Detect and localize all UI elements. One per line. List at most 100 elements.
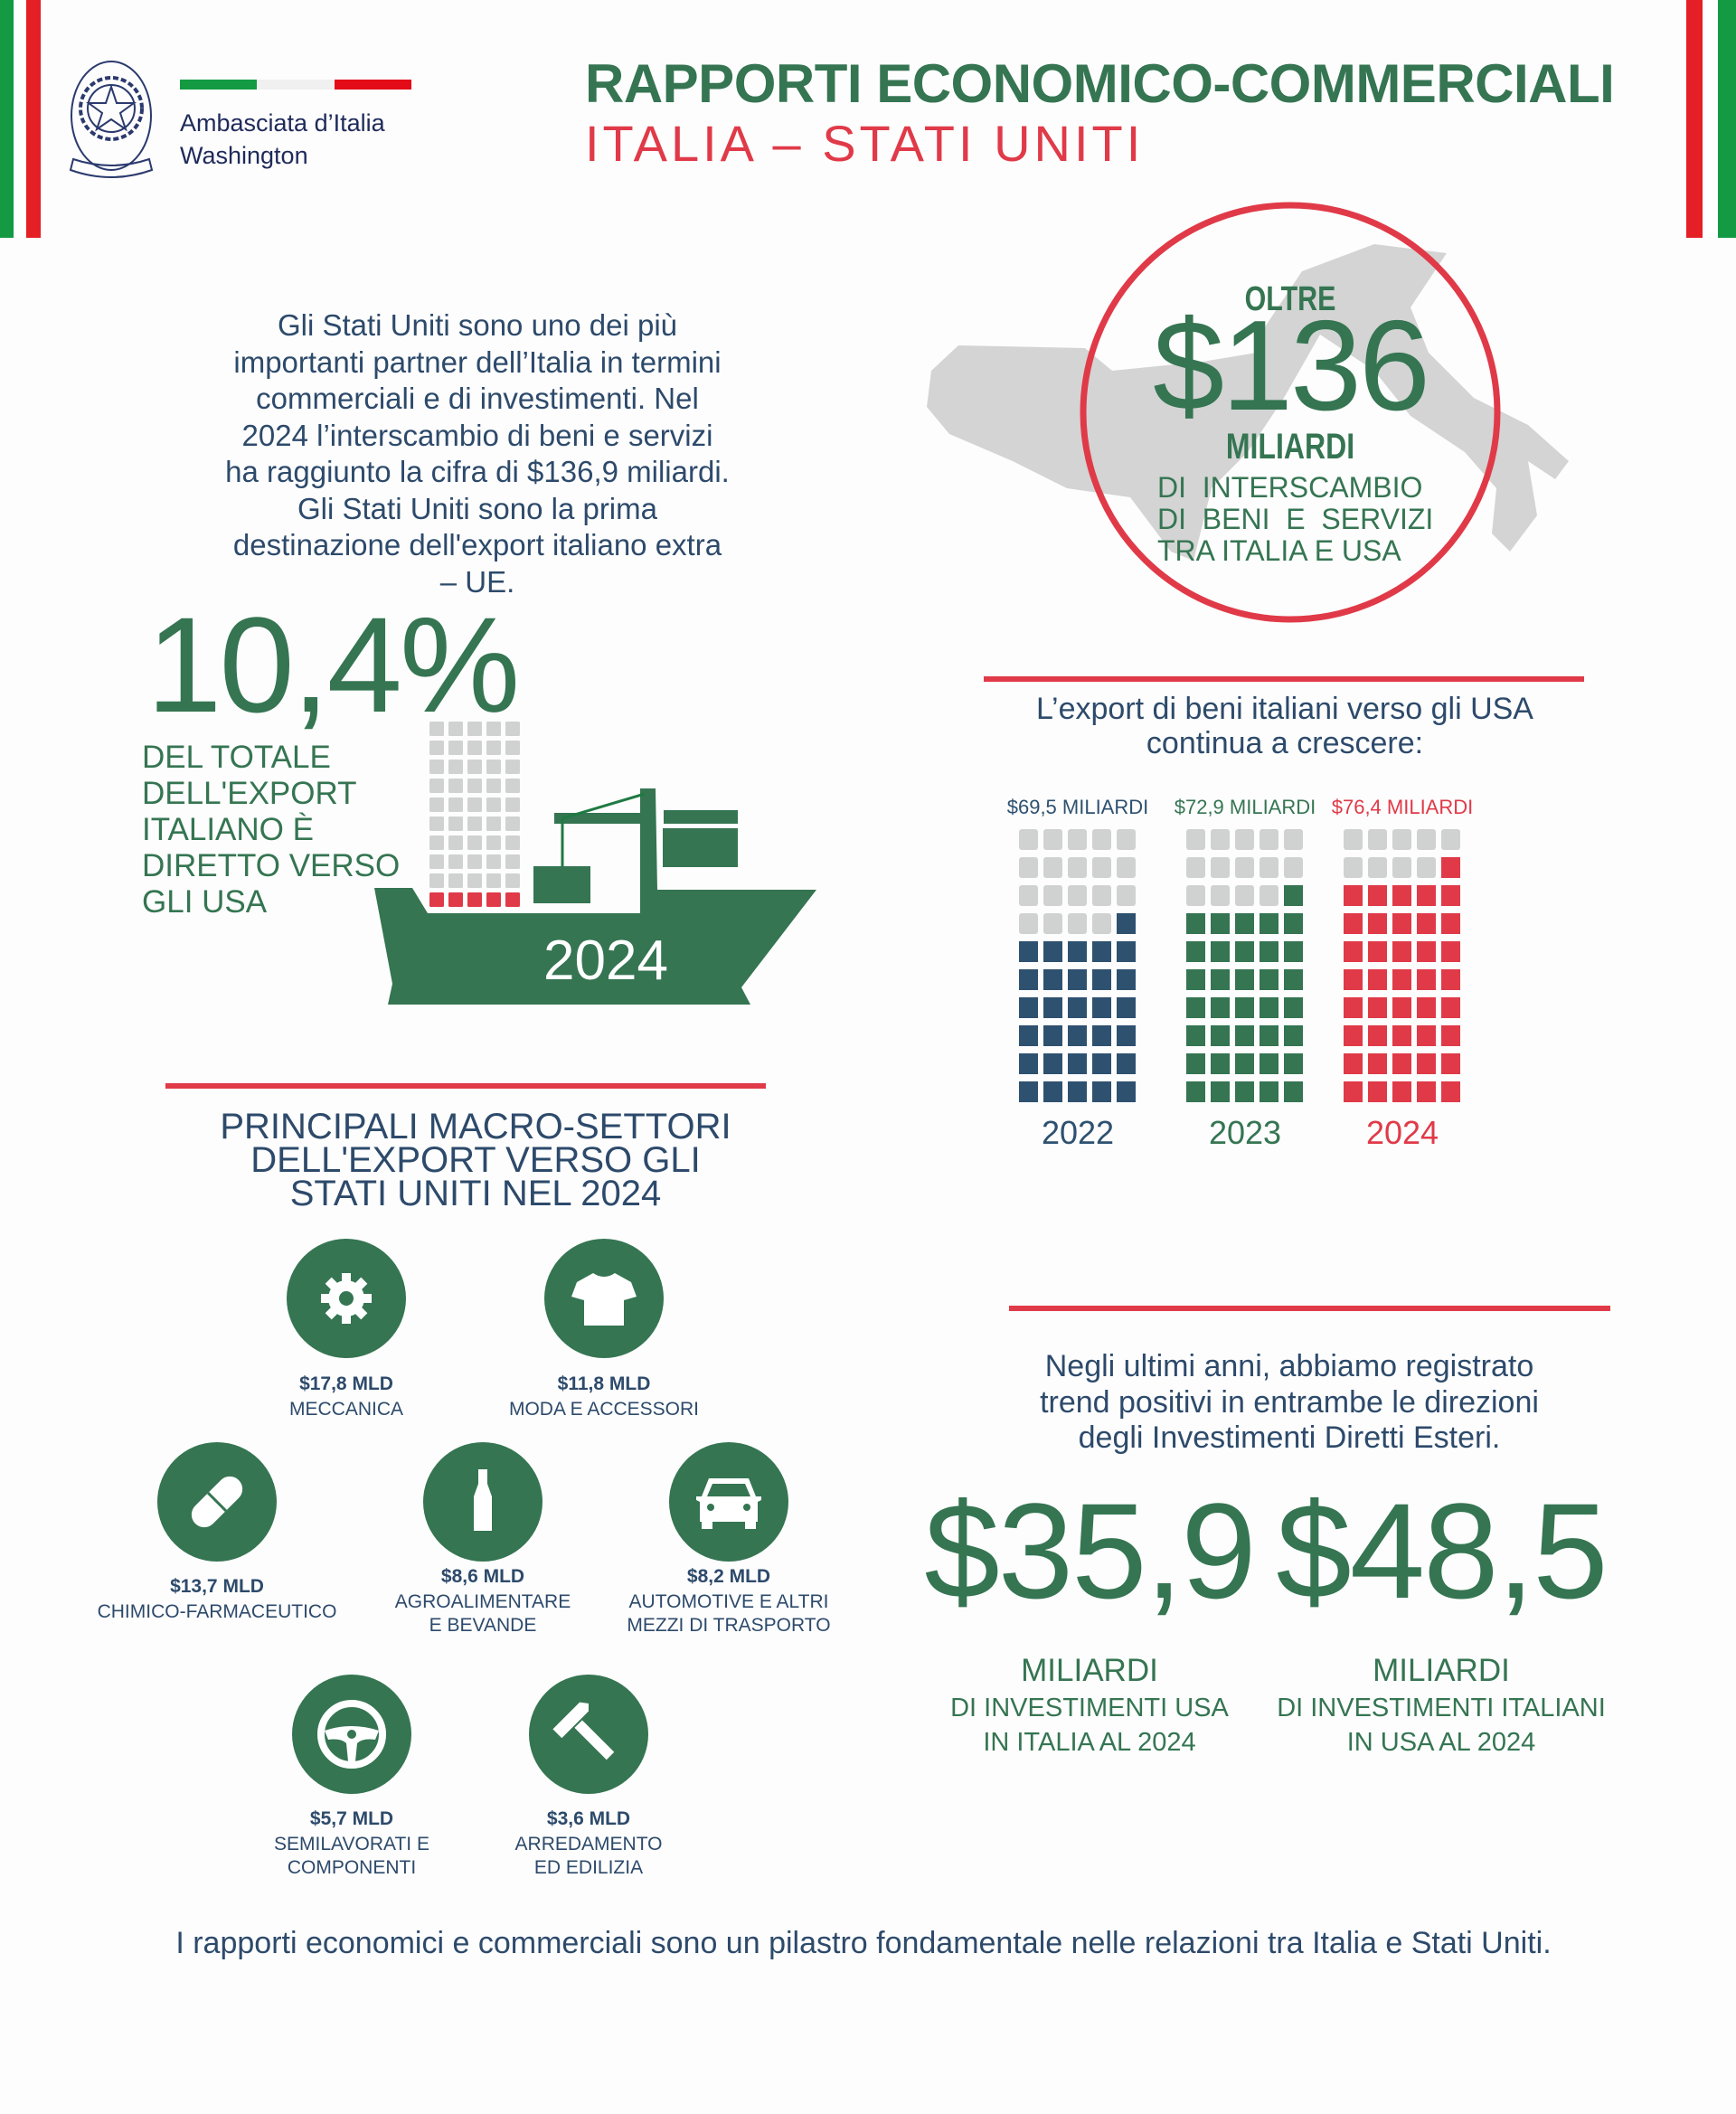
stacked-container-top: [664, 810, 738, 824]
waffle-cell-filled: [1417, 1025, 1436, 1046]
waffle-cell-filled: [1211, 941, 1230, 962]
interscambio-text: DI INTERSCAMBIO DI BENI E SERVIZI TRA ITAL…: [1157, 472, 1433, 567]
waffle-cell-filled: [1043, 997, 1062, 1018]
text-line: Gli Stati Uniti sono uno dei più: [277, 308, 678, 342]
sector-value: $8,2 MLD: [686, 1566, 771, 1587]
container: [505, 816, 520, 831]
waffle-cell-filled: [1368, 913, 1387, 934]
waffle-year-label: 2023: [1208, 1114, 1282, 1151]
waffle-cell-filled: [1392, 941, 1411, 962]
export-trend-heading: L’export di beni italiani verso gli USA c…: [968, 692, 1601, 760]
container: [505, 854, 520, 869]
crane-arm: [554, 813, 641, 824]
text-line: Gli Stati Uniti sono la prima: [297, 491, 657, 525]
waffle-cell-filled: [1441, 1025, 1460, 1046]
waffle-cell-filled: [1284, 969, 1303, 990]
container: [429, 741, 444, 755]
investment-description: DI INVESTIMENTI USA IN ITALIA AL 2024: [863, 1691, 1316, 1760]
waffle-cell-filled: [1186, 1025, 1205, 1046]
waffle-cell-empty: [1260, 829, 1278, 850]
waffle-cell-filled: [1392, 913, 1411, 934]
waffle-cell-empty: [1092, 885, 1111, 906]
waffle-cell-filled: [1368, 1081, 1387, 1102]
text-line: E BEVANDE: [429, 1615, 537, 1636]
waffle-cell-empty: [1368, 857, 1387, 878]
waffle-cell-filled: [1284, 885, 1303, 906]
waffle-cell-filled: [1392, 1081, 1411, 1102]
waffle-cell-filled: [1260, 1081, 1278, 1102]
waffle-cell-filled: [1368, 941, 1387, 962]
waffle-cell-filled: [1211, 913, 1230, 934]
container: [486, 722, 501, 736]
container: [429, 722, 444, 736]
container: [467, 835, 482, 850]
waffle-cell-filled: [1092, 941, 1111, 962]
waffle-cell-filled: [1043, 1053, 1062, 1074]
waffle-cell-filled: [1235, 997, 1254, 1018]
container: [486, 741, 501, 755]
waffle-cell-filled: [1043, 1081, 1062, 1102]
waffle-cell-filled: [1392, 969, 1411, 990]
container: [486, 873, 501, 888]
text-line: MODA E ACCESSORI: [508, 1399, 700, 1420]
investment-unit: MILIARDI: [1373, 1653, 1510, 1688]
divider-right-top: [984, 676, 1584, 682]
waffle-cell-filled: [1092, 1053, 1111, 1074]
text-line: SEMILAVORATI E: [274, 1834, 429, 1854]
text-line: commerciali e di investimenti. Nel: [256, 382, 699, 415]
waffle-year-label: 2024: [1365, 1114, 1439, 1151]
container: [467, 854, 482, 869]
export-share-value: 10,4%: [146, 589, 520, 741]
container: [429, 816, 444, 831]
waffle-cell-empty: [1392, 829, 1411, 850]
waffle-cell-filled: [1043, 941, 1062, 962]
container: [486, 760, 501, 774]
waffle-cell-filled: [1117, 1053, 1136, 1074]
waffle-cell-filled: [1235, 1025, 1254, 1046]
waffle-cell-filled: [1235, 969, 1254, 990]
sectors-title: PRINCIPALI MACRO-SETTORI DELL'EXPORT VERS…: [159, 1107, 792, 1212]
text-line: GLI USA: [142, 884, 268, 920]
container-highlighted: [486, 892, 501, 907]
waffle-value-label: $69,5 MILIARDI: [1006, 796, 1149, 818]
text-line: ha raggiunto la cifra di $136,9 miliardi…: [225, 455, 730, 488]
container: [467, 779, 482, 793]
waffle-cell-empty: [1235, 829, 1254, 850]
ship-year: 2024: [543, 930, 668, 992]
waffle-cell-empty: [1211, 885, 1230, 906]
waffle-cell-filled: [1344, 969, 1363, 990]
waffle-cell-filled: [1368, 997, 1387, 1018]
investment-value: $48,5: [1276, 1475, 1608, 1627]
waffle-cell-filled: [1368, 1025, 1387, 1046]
text-line: trend positivi in entrambe le direzioni: [1040, 1384, 1539, 1420]
waffle-cell-filled: [1344, 1053, 1363, 1074]
steering-wheel-icon: [292, 1675, 411, 1794]
waffle-cell-filled: [1260, 997, 1278, 1018]
waffle-cell-filled: [1235, 1053, 1254, 1074]
waffle-grid-2022: [1019, 829, 1136, 1102]
text-line: AGROALIMENTARE: [394, 1591, 571, 1612]
waffle-cell-filled: [1344, 1081, 1363, 1102]
flag-stripe-red-left: [26, 0, 41, 238]
waffle-cell-filled: [1284, 1025, 1303, 1046]
waffle-cell-filled: [1117, 1081, 1136, 1102]
text-line: COMPONENTI: [287, 1857, 417, 1878]
container: [448, 741, 463, 755]
container: [448, 873, 463, 888]
waffle-grid-2023: [1186, 829, 1303, 1102]
text-line: degli Investimenti Diretti Esteri.: [1078, 1420, 1501, 1455]
footer-text: I rapporti economici e commerciali sono …: [175, 1926, 1552, 1960]
container: [505, 741, 520, 755]
waffle-cell-empty: [1068, 913, 1087, 934]
pill-icon: [157, 1442, 277, 1562]
text-line: importanti partner dell’Italia in termin…: [233, 344, 722, 379]
investment-description: DI INVESTIMENTI ITALIANI IN USA AL 2024: [1215, 1691, 1667, 1760]
sector-label: SEMILAVORATI E COMPONENTI: [207, 1833, 496, 1880]
text-line: DI INTERSCAMBIO: [1157, 471, 1423, 504]
container: [505, 760, 520, 774]
waffle-cell-filled: [1019, 1025, 1038, 1046]
embassy-line1: Ambasciata d’Italia: [180, 109, 385, 137]
waffle-cell-filled: [1186, 997, 1205, 1018]
container: [505, 835, 520, 850]
text-line: PRINCIPALI MACRO-SETTORI: [220, 1107, 731, 1147]
